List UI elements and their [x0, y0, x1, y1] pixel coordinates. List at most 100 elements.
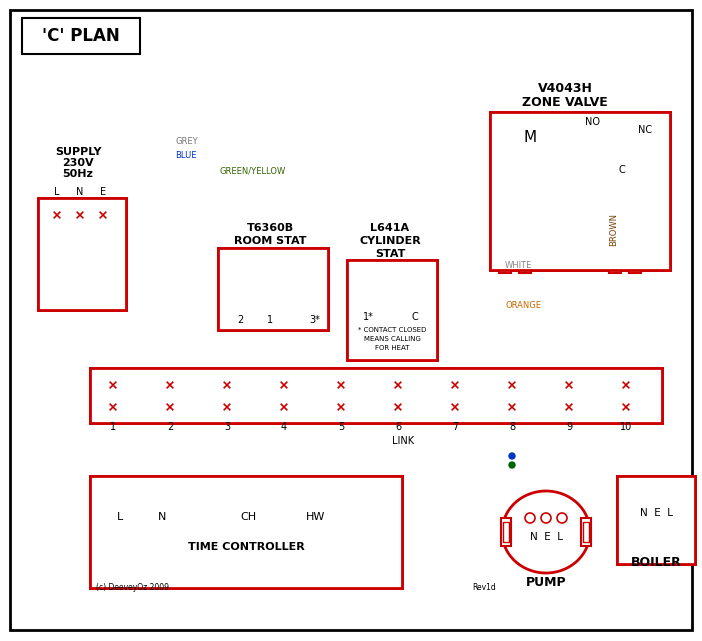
FancyBboxPatch shape [617, 476, 695, 564]
Circle shape [52, 290, 62, 300]
Circle shape [657, 489, 667, 499]
Text: GREEN/YELLOW: GREEN/YELLOW [220, 167, 286, 176]
Circle shape [511, 163, 521, 173]
Circle shape [222, 402, 232, 412]
Circle shape [632, 135, 642, 145]
FancyBboxPatch shape [90, 476, 402, 588]
Circle shape [115, 489, 125, 499]
FancyBboxPatch shape [38, 198, 126, 310]
Text: L: L [54, 187, 60, 197]
Text: 7: 7 [452, 422, 458, 432]
FancyBboxPatch shape [347, 260, 437, 360]
Circle shape [310, 303, 320, 313]
FancyBboxPatch shape [502, 258, 508, 270]
Text: HW: HW [306, 512, 326, 522]
Circle shape [311, 489, 321, 499]
Circle shape [336, 402, 346, 412]
Text: N: N [158, 512, 166, 522]
Text: 3: 3 [224, 422, 230, 432]
Circle shape [625, 489, 635, 499]
Text: 9: 9 [566, 422, 572, 432]
FancyBboxPatch shape [490, 112, 670, 270]
FancyBboxPatch shape [632, 258, 638, 270]
Text: FOR HEAT: FOR HEAT [375, 345, 409, 351]
Circle shape [279, 402, 289, 412]
Circle shape [279, 380, 289, 390]
Text: CYLINDER: CYLINDER [359, 236, 421, 246]
Circle shape [509, 453, 515, 459]
Circle shape [222, 380, 232, 390]
Text: M: M [524, 131, 536, 146]
Text: 1: 1 [267, 315, 273, 325]
Text: 10: 10 [620, 422, 632, 432]
Text: C: C [411, 312, 418, 322]
Circle shape [108, 402, 118, 412]
Circle shape [450, 380, 460, 390]
FancyBboxPatch shape [629, 255, 641, 273]
Circle shape [450, 402, 460, 412]
Text: 3*: 3* [310, 315, 320, 325]
FancyBboxPatch shape [501, 518, 511, 546]
Circle shape [108, 380, 118, 390]
Circle shape [393, 380, 403, 390]
Text: 4: 4 [281, 422, 287, 432]
FancyBboxPatch shape [22, 18, 140, 54]
FancyBboxPatch shape [90, 368, 662, 423]
Circle shape [564, 380, 574, 390]
Circle shape [525, 513, 535, 523]
Text: WHITE: WHITE [505, 262, 532, 271]
Text: 5: 5 [338, 422, 344, 432]
FancyBboxPatch shape [609, 255, 621, 273]
FancyBboxPatch shape [503, 522, 509, 542]
Circle shape [243, 489, 253, 499]
Text: 50Hz: 50Hz [62, 169, 93, 179]
Text: 230V: 230V [62, 158, 94, 168]
FancyBboxPatch shape [499, 255, 511, 273]
Circle shape [621, 402, 631, 412]
Circle shape [363, 300, 373, 310]
Text: 2: 2 [167, 422, 173, 432]
Text: 2: 2 [237, 315, 243, 325]
FancyBboxPatch shape [10, 10, 692, 630]
Circle shape [564, 402, 574, 412]
Circle shape [98, 210, 108, 220]
Text: STAT: STAT [375, 249, 405, 259]
Text: PUMP: PUMP [526, 576, 567, 588]
Circle shape [98, 290, 108, 300]
Circle shape [602, 128, 612, 138]
Text: 1: 1 [110, 422, 116, 432]
Text: NO: NO [585, 117, 600, 127]
FancyBboxPatch shape [612, 258, 618, 270]
Text: L: L [117, 512, 123, 522]
FancyBboxPatch shape [490, 112, 670, 270]
Text: NC: NC [638, 125, 652, 135]
Circle shape [165, 402, 175, 412]
Text: 8: 8 [509, 422, 515, 432]
Text: 1*: 1* [362, 312, 373, 322]
FancyBboxPatch shape [581, 518, 591, 546]
Text: 'C' PLAN: 'C' PLAN [42, 27, 120, 45]
Text: V4043H: V4043H [538, 81, 592, 94]
Text: BOILER: BOILER [630, 556, 682, 569]
FancyBboxPatch shape [617, 476, 695, 564]
FancyBboxPatch shape [347, 260, 437, 360]
Text: ORANGE: ORANGE [505, 301, 541, 310]
Text: MEANS CALLING: MEANS CALLING [364, 336, 420, 342]
Text: ZONE VALVE: ZONE VALVE [522, 96, 608, 108]
Circle shape [557, 513, 567, 523]
Circle shape [509, 462, 515, 468]
FancyBboxPatch shape [519, 255, 531, 273]
Circle shape [157, 489, 167, 499]
Text: ROOM STAT: ROOM STAT [234, 236, 306, 246]
Circle shape [235, 303, 245, 313]
Text: SUPPLY: SUPPLY [55, 147, 101, 157]
FancyBboxPatch shape [218, 248, 328, 330]
Text: C: C [618, 165, 625, 175]
Text: (c) DeeveyOz 2009: (c) DeeveyOz 2009 [96, 583, 169, 592]
Text: TIME CONTROLLER: TIME CONTROLLER [187, 542, 305, 552]
Text: N  E  L: N E L [640, 508, 673, 518]
Circle shape [75, 210, 85, 220]
Circle shape [621, 380, 631, 390]
Circle shape [641, 489, 651, 499]
Circle shape [507, 380, 517, 390]
